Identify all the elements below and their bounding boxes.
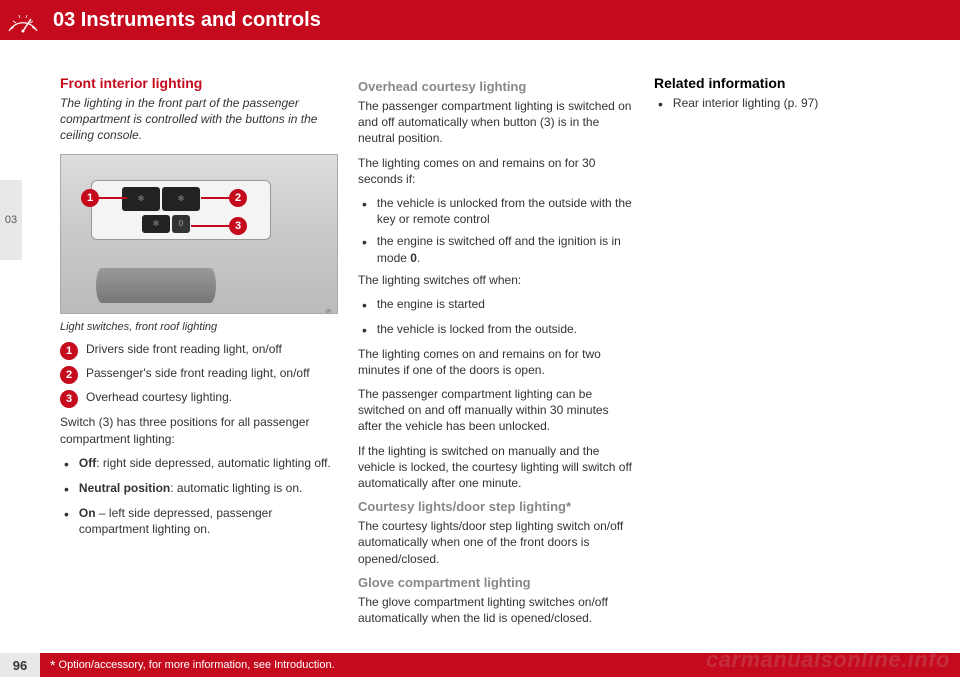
callout-num-2: 2 [60,366,78,384]
col2-p2: The lighting comes on and remains on for… [358,155,634,187]
callout-num-1: 1 [60,342,78,360]
heading-courtesy: Courtesy lights/door step lighting* [358,499,634,514]
figure-caption: Light switches, front roof lighting [60,320,338,335]
figure-marker-2: 2 [229,189,247,207]
col2-b2-0: the engine is started [358,296,634,315]
col2-b1-0: the vehicle is unlocked from the outside… [358,195,634,227]
image-code: G020149 [326,309,333,314]
col2-p8: The glove compartment lighting switches … [358,594,634,626]
callout-3: 3 Overhead courtesy lighting. [60,390,338,408]
related-b0: Rear interior lighting (p. 97) [654,95,930,114]
bullet-on: On – left side depressed, passenger comp… [60,505,338,537]
col2-p4: The lighting comes on and remains on for… [358,346,634,378]
heading-front-interior: Front interior lighting [60,75,338,91]
heading-overhead: Overhead courtesy lighting [358,79,634,94]
switch-bullets: Off: right side depressed, automatic lig… [60,455,338,537]
watermark: carmanualsonline.info [706,647,950,673]
callout-num-3: 3 [60,390,78,408]
callout-text-1: Drivers side front reading light, on/off [86,342,282,358]
column-2: Overhead courtesy lighting The passenger… [358,75,634,634]
figure-ceiling-console: ✻✻ ✻ 0 1 2 3 G020149 [60,154,338,314]
column-1: Front interior lighting The lighting in … [60,75,338,634]
col2-p3: The lighting switches off when: [358,272,634,288]
callout-text-3: Overhead courtesy lighting. [86,390,232,406]
bullet-neutral: Neutral position: automatic lighting is … [60,480,338,499]
col2-p6: If the lighting is switched on manually … [358,443,634,492]
column-3: Related information Rear interior lighti… [654,75,930,634]
col2-p1: The passenger compartment lighting is sw… [358,98,634,147]
bullet-off: Off: right side depressed, automatic lig… [60,455,338,474]
col2-p5: The passenger compartment lighting can b… [358,386,634,435]
col2-bullets2: the engine is started the vehicle is loc… [358,296,634,340]
page-number: 96 [0,653,40,677]
header-bar: 03 Instruments and controls [0,0,960,40]
heading-glove: Glove compartment lighting [358,575,634,590]
footnote: * Option/accessory, for more information… [50,657,335,673]
chapter-title: 03 Instruments and controls [53,9,321,32]
callout-text-2: Passenger's side front reading light, on… [86,366,310,382]
figure-marker-3: 3 [229,217,247,235]
col2-b1-1: the engine is switched off and the ignit… [358,233,634,265]
gauge-icon [0,0,45,40]
intro-text: The lighting in the front part of the pa… [60,95,338,144]
col2-p7: The courtesy lights/door step lighting s… [358,518,634,567]
callout-2: 2 Passenger's side front reading light, … [60,366,338,384]
figure-marker-1: 1 [81,189,99,207]
page-content: Front interior lighting The lighting in … [0,40,960,634]
col2-b2-1: the vehicle is locked from the outside. [358,321,634,340]
switch-intro: Switch (3) has three positions for all p… [60,414,338,446]
heading-related: Related information [654,75,930,91]
chapter-side-tab: 03 [0,180,22,260]
callout-1: 1 Drivers side front reading light, on/o… [60,342,338,360]
related-bullets: Rear interior lighting (p. 97) [654,95,930,114]
col2-bullets1: the vehicle is unlocked from the outside… [358,195,634,266]
